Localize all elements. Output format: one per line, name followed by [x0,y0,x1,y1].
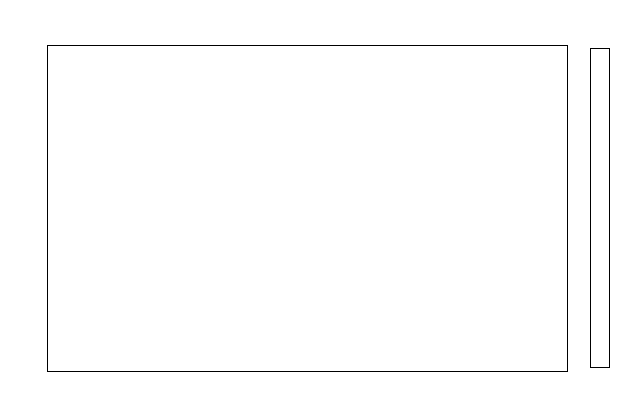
map-plot-panel [47,45,568,372]
colorbar [590,48,610,368]
map-boundaries-layer [48,46,567,371]
